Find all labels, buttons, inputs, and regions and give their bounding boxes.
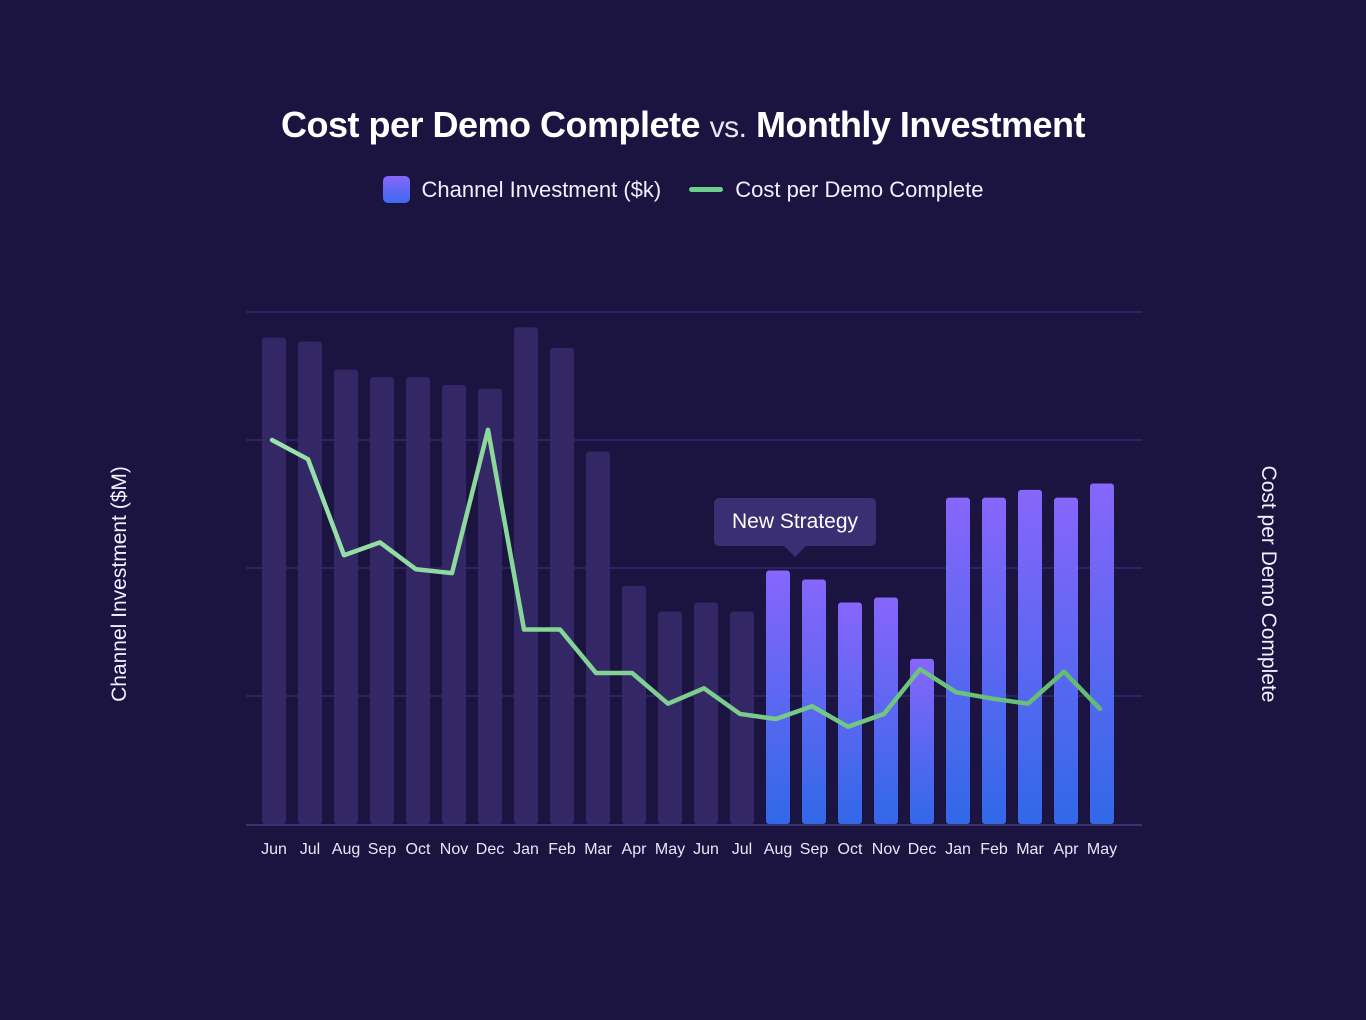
investment-bar[interactable] [802, 579, 826, 824]
investment-bar[interactable] [694, 602, 718, 824]
x-tick-label: Nov [872, 841, 900, 858]
investment-bar[interactable] [658, 611, 682, 824]
title-vs: vs. [709, 111, 747, 144]
investment-bar[interactable] [262, 337, 286, 824]
investment-bar[interactable] [982, 497, 1006, 824]
x-tick-label: Dec [908, 841, 936, 858]
investment-bar[interactable] [334, 369, 358, 824]
x-tick-label: Aug [332, 841, 360, 858]
cost-per-demo-line[interactable] [269, 427, 1103, 729]
x-tick-label: Mar [1016, 841, 1044, 858]
investment-bar[interactable] [298, 341, 322, 824]
investment-bar[interactable] [1018, 489, 1042, 824]
investment-bar[interactable] [514, 327, 538, 824]
investment-bar[interactable] [730, 611, 754, 824]
investment-bar[interactable] [478, 388, 502, 824]
x-tick-label: Jul [300, 841, 320, 858]
investment-bar[interactable] [586, 451, 610, 824]
callout-pointer-icon [784, 546, 806, 557]
title-part-1: Cost per Demo Complete [281, 104, 701, 145]
x-tick-label: Aug [764, 841, 792, 858]
bar-series [262, 327, 1114, 824]
investment-bar[interactable] [370, 377, 394, 824]
title-part-2: Monthly Investment [755, 104, 1086, 145]
legend-item-cost[interactable]: Cost per Demo Complete [689, 177, 983, 203]
x-tick-label: Oct [406, 841, 431, 858]
x-tick-label: Sep [368, 841, 397, 858]
investment-bar[interactable] [1090, 483, 1114, 824]
x-tick-label: Feb [980, 841, 1008, 858]
x-tick-label: May [1087, 841, 1117, 858]
x-tick-label: Sep [800, 841, 829, 858]
legend-line-swatch-icon [689, 187, 724, 192]
x-tick-label: Feb [548, 841, 576, 858]
x-tick-label: Jun [261, 841, 287, 858]
legend-line-label: Cost per Demo Complete [735, 176, 984, 202]
legend-bar-label: Channel Investment ($k) [421, 176, 662, 202]
x-tick-label: Apr [1054, 841, 1080, 858]
investment-bar[interactable] [946, 497, 970, 824]
x-tick-label: Jun [693, 841, 719, 858]
x-tick-label: May [655, 841, 685, 858]
callout-text: New Strategy [731, 510, 859, 533]
investment-bar[interactable] [442, 384, 466, 824]
chart-title: Cost per Demo Complete vs. Monthly Inves… [0, 104, 1366, 146]
investment-bar[interactable] [910, 658, 934, 824]
legend-item-investment[interactable]: Channel Investment ($k) [382, 176, 662, 203]
new-strategy-callout: New Strategy [714, 498, 876, 546]
x-axis-tick-labels: Jun Jul Aug Sep Oct Nov Dec Jan Feb Mar Apr May Jun J… [261, 841, 1117, 858]
line-series [269, 427, 1103, 729]
legend-bar-swatch-icon [382, 176, 410, 203]
chart-legend: Channel Investment ($k) Cost per Demo Co… [0, 176, 1366, 203]
x-tick-label: Mar [584, 841, 612, 858]
investment-bar[interactable] [406, 377, 430, 824]
x-tick-label: Dec [476, 841, 504, 858]
investment-bar[interactable] [622, 585, 646, 824]
investment-bar[interactable] [838, 602, 862, 824]
x-tick-label: Nov [440, 841, 468, 858]
x-tick-label: Apr [622, 841, 648, 858]
x-tick-label: Jul [732, 841, 752, 858]
investment-bar[interactable] [550, 347, 574, 824]
investment-bar[interactable] [766, 570, 790, 824]
x-tick-label: Oct [838, 841, 863, 858]
x-tick-label: Jan [945, 841, 971, 858]
x-tick-label: Jan [513, 841, 539, 858]
investment-bar[interactable] [1054, 497, 1078, 824]
